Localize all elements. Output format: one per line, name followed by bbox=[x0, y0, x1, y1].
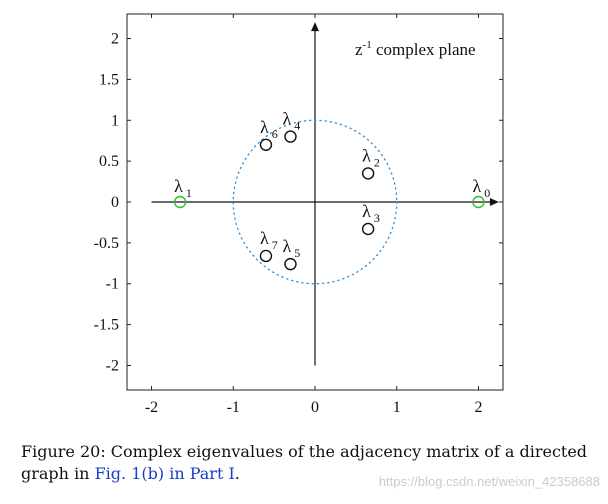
eigenvalue-marker bbox=[284, 257, 297, 271]
y-tick-label: -2 bbox=[106, 357, 119, 374]
y-tick-label: -0.5 bbox=[94, 235, 119, 252]
real-axis-arrowhead bbox=[489, 198, 499, 206]
x-tick-label: 0 bbox=[311, 399, 319, 416]
y-tick-label: 0 bbox=[111, 194, 119, 211]
figure-caption: Figure 20: Complex eigenvalues of the ad… bbox=[21, 441, 601, 485]
x-tick-label: 1 bbox=[393, 399, 401, 416]
axes-lines bbox=[151, 22, 499, 366]
y-tick-label: 1.5 bbox=[99, 71, 119, 88]
eigenvalue-marker bbox=[472, 195, 485, 209]
figure-reference-link[interactable]: Fig. 1(b) in Part I bbox=[94, 464, 235, 483]
x-tick-label: -2 bbox=[145, 399, 158, 416]
y-tick-label: -1 bbox=[106, 276, 119, 293]
y-tick-label: 2 bbox=[111, 31, 119, 48]
unit-circle-layer bbox=[232, 119, 398, 285]
eigenvalue-marker bbox=[173, 195, 187, 209]
eigenvalue-marker bbox=[284, 130, 297, 143]
imaginary-axis-arrowhead bbox=[311, 22, 319, 32]
y-tick-label: 1 bbox=[111, 112, 119, 129]
y-tick-label: 0.5 bbox=[99, 153, 119, 170]
unit-circle bbox=[232, 119, 398, 285]
watermark: https://blog.csdn.net/weixin_42358688 bbox=[378, 474, 600, 489]
eigenvalue-marker bbox=[259, 138, 273, 151]
ticks: -2 -1 0 1 2 2 1.5 1 0.5 0 -0.5 -1 -1.5 -2 bbox=[94, 14, 503, 416]
x-tick-label: 2 bbox=[474, 399, 482, 416]
eigenvalue-plot: -2 -1 0 1 221.510.50-0.5-1-1.5-2 λ 0λ 1λ 2λ 3λ 4λ… bbox=[94, 13, 504, 416]
plane-annotation: z-1 complex plane bbox=[355, 39, 476, 59]
caption-end: . bbox=[234, 464, 240, 483]
y-tick-label: -1.5 bbox=[94, 317, 119, 334]
eigenvalue-points: λ 0 λ 1 λ 2 λ 3 λ 4 λ 5 λ 6 λ 7 bbox=[173, 109, 490, 271]
eigenvalue-marker bbox=[361, 167, 375, 180]
eigenvalue-marker bbox=[259, 249, 273, 263]
caption-line-1: Figure 20: Complex eigenvalues of the ad… bbox=[21, 442, 588, 461]
x-tick-label: -1 bbox=[227, 399, 240, 416]
caption-line-2: graph in bbox=[21, 464, 95, 483]
eigenvalue-marker bbox=[361, 222, 375, 236]
